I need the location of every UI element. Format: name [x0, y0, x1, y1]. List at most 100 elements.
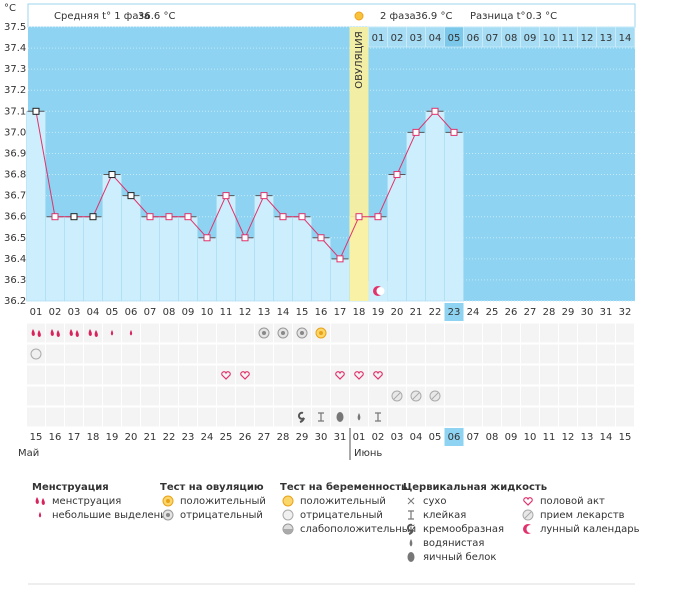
icon-cell [425, 364, 445, 386]
date-label: 29 [296, 432, 309, 443]
dot [281, 331, 285, 335]
legend-item: менструация [52, 496, 121, 507]
icon-cell [463, 343, 483, 365]
temp-point [108, 171, 116, 179]
icon-cell [463, 406, 483, 428]
date-label: 27 [258, 432, 271, 443]
icon-cell [83, 343, 103, 365]
icon-ovu-neg [296, 327, 308, 339]
date-label: 15 [30, 432, 43, 443]
x-tick-label: 26 [505, 307, 518, 318]
icon-cell [140, 322, 160, 344]
y-tick-label: 37.1 [4, 106, 26, 117]
temp-point [70, 213, 78, 221]
icon-cell [482, 364, 502, 386]
legend-item: лунный календарь [540, 524, 640, 535]
icon-cell [330, 364, 350, 386]
icon-drop [88, 329, 98, 337]
icon-cell [444, 343, 464, 365]
legend-item: слабоположительный [300, 524, 416, 535]
egg [407, 552, 415, 562]
icon-cell [254, 343, 274, 365]
icon-cell [178, 322, 198, 344]
icon-cell [216, 343, 236, 365]
x-tick-label: 32 [619, 307, 632, 318]
moon-cut [376, 287, 385, 295]
y-tick-label: 37.3 [4, 64, 26, 75]
y-tick-label: 37.5 [4, 22, 26, 33]
icon-cell [197, 322, 217, 344]
icon-ovu-neg [258, 327, 270, 339]
swirl [406, 523, 414, 535]
icon-cell [406, 343, 426, 365]
temp-column [425, 111, 445, 302]
heart [523, 497, 533, 506]
date-label: 16 [49, 432, 62, 443]
icon-cell [463, 322, 483, 344]
temp-point [222, 192, 230, 200]
icon-cell [140, 385, 160, 407]
date-label: 20 [125, 432, 138, 443]
temp-column [197, 237, 217, 302]
temp-column [292, 216, 312, 302]
icon-cell [64, 364, 84, 386]
dot [166, 513, 170, 517]
icon-cell [178, 343, 198, 365]
phase2-day: 03 [410, 33, 423, 44]
icon-cell [387, 322, 407, 344]
phase2-day: 02 [391, 33, 404, 44]
y-tick-label: 36.5 [4, 233, 26, 244]
temp-point [32, 107, 40, 115]
temp-column [45, 216, 65, 302]
icon-cell [273, 343, 293, 365]
heart [240, 371, 250, 380]
temp-point [241, 234, 249, 242]
icon-cell [83, 364, 103, 386]
icon-cell [102, 406, 122, 428]
icon-cell [501, 385, 521, 407]
dot [300, 331, 304, 335]
x-tick-label: 16 [315, 307, 328, 318]
icon-cell [311, 364, 331, 386]
diff-value: 0.3 °C [526, 11, 557, 22]
phase2-day: 08 [505, 33, 518, 44]
icon-cell [311, 343, 331, 365]
legend-title: Тест на беременность [280, 481, 407, 493]
icon-cell [216, 364, 236, 386]
icon-cell [45, 385, 65, 407]
today-date-cell [444, 428, 464, 446]
date-label: 19 [106, 432, 119, 443]
date-label: 01 [353, 432, 366, 443]
icon-cell [577, 343, 597, 365]
temp-column [140, 216, 160, 302]
icon-cell [539, 343, 559, 365]
phase2-value: 36.9 °C [415, 11, 452, 22]
drop [409, 539, 413, 547]
temp-column [330, 258, 350, 302]
icon-cell [159, 385, 179, 407]
y-tick-label: 36.6 [4, 212, 26, 223]
date-label: 11 [543, 432, 556, 443]
icon-cell [83, 322, 103, 344]
x-tick-label: 04 [87, 307, 100, 318]
temp-point [146, 213, 154, 221]
icon-sticky [318, 412, 324, 422]
icon-cell [330, 322, 350, 344]
icon-cell [482, 385, 502, 407]
phase2-label: 2 фаза [380, 11, 416, 22]
icon-cell [45, 343, 65, 365]
legend-item: сухо [423, 496, 446, 507]
x-tick-label: 22 [429, 307, 442, 318]
legend-title: Менструация [32, 482, 109, 493]
icon-cell [292, 406, 312, 428]
icon-cell [235, 406, 255, 428]
month-label: Июнь [354, 448, 382, 459]
icon-preg-pos [282, 495, 294, 507]
date-label: 08 [486, 432, 499, 443]
egg [336, 412, 344, 422]
temp-point [355, 213, 363, 221]
icon-cell [558, 343, 578, 365]
icon-cell [178, 364, 198, 386]
icon-heart [221, 371, 231, 380]
icon-dry [407, 497, 415, 505]
